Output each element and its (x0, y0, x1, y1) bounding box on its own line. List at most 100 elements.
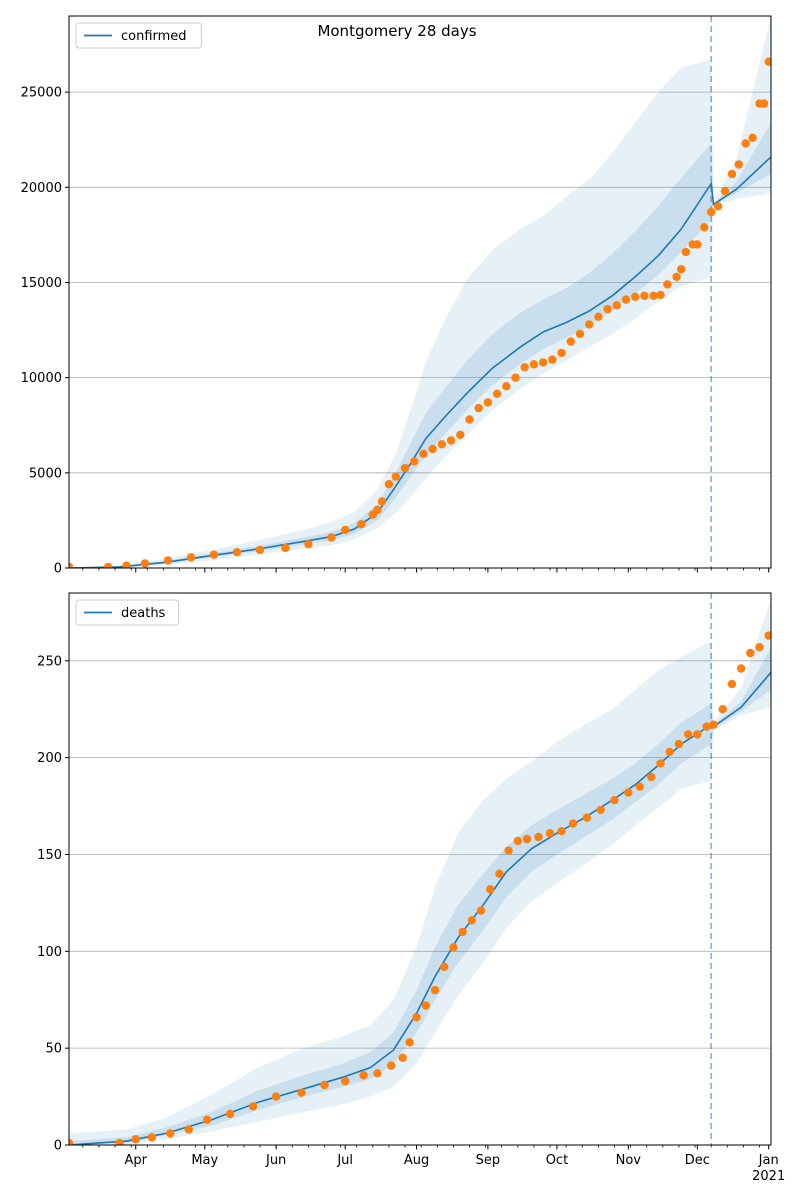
y-tick-label: 200 (37, 751, 62, 766)
observed-point (693, 730, 702, 739)
observed-point (647, 772, 656, 782)
observed-point (548, 355, 557, 364)
observed-point (610, 796, 619, 805)
observed-point (529, 360, 539, 369)
observed-point (419, 449, 428, 458)
observed-point (557, 827, 566, 836)
y-tick-label: 0 (54, 1139, 62, 1154)
observed-point (449, 943, 458, 952)
observed-point (456, 430, 465, 439)
observed-point (764, 57, 771, 66)
observed-point (483, 398, 493, 407)
observed-point (594, 312, 603, 321)
x-tick-label: Sep (476, 1153, 501, 1168)
observed-point (341, 1076, 350, 1086)
legend-box (75, 22, 202, 49)
observed-point (640, 291, 649, 300)
observed-point (677, 265, 686, 274)
observed-point (297, 1088, 306, 1097)
observed-point (341, 525, 350, 535)
confirmed-panel: 0 5000 10000 15000 20000 25000 confirmed (21, 15, 772, 577)
observed-point (545, 829, 555, 838)
observed-point (557, 348, 566, 358)
observed-point (255, 545, 265, 555)
observed-point (720, 186, 730, 196)
observed-point (734, 160, 743, 169)
observed-point (440, 962, 449, 971)
observed-point (458, 927, 467, 937)
observed-point (631, 292, 640, 301)
legend-label: deaths (121, 606, 166, 621)
plot-area (69, 593, 771, 1145)
observed-point (672, 272, 681, 281)
observed-point (147, 1133, 157, 1142)
y-tick-label: 15000 (21, 276, 62, 291)
observed-point (430, 985, 440, 995)
observed-point (502, 382, 511, 391)
observed-point (398, 1053, 407, 1063)
observed-point (727, 679, 737, 689)
observed-point (566, 337, 575, 346)
inner-uncertainty-band (69, 122, 771, 568)
legend-box (75, 599, 180, 626)
observed-point (202, 1115, 212, 1125)
x-tick-label: Oct (546, 1153, 568, 1168)
legend: confirmed (75, 22, 202, 49)
observed-point (232, 548, 242, 557)
y-tick-label: 150 (37, 848, 62, 863)
observed-point (465, 415, 474, 424)
observed-point (718, 705, 727, 714)
observed-point (568, 819, 578, 828)
observed-point (166, 1129, 175, 1138)
observed-point (709, 720, 718, 729)
y-tick-label: 10000 (21, 371, 62, 386)
x-tick-label: Nov (616, 1153, 642, 1168)
observed-point (412, 1013, 421, 1022)
observed-point (405, 1038, 414, 1047)
observed-point (359, 1071, 368, 1080)
observed-point (635, 782, 644, 791)
observed-point (387, 1061, 396, 1070)
observed-point (476, 906, 486, 915)
observed-point (713, 202, 723, 211)
observed-point (746, 648, 755, 658)
observed-point (486, 885, 495, 894)
observed-point (649, 291, 658, 300)
observed-point (474, 403, 483, 413)
observed-point (534, 832, 543, 842)
observed-point (511, 373, 520, 382)
observed-point (702, 722, 711, 731)
observed-point (741, 139, 750, 148)
observed-point (69, 562, 74, 568)
observed-point (764, 631, 771, 640)
observed-point (122, 561, 131, 568)
plot-area (69, 16, 771, 568)
y-tick-label: 20000 (21, 181, 62, 196)
x-tick-label: May (191, 1153, 218, 1168)
observed-point (384, 480, 394, 489)
axes-frame (68, 15, 772, 569)
observed-point (327, 533, 336, 542)
observed-point (446, 436, 456, 445)
x-tick-label: Dec (685, 1153, 710, 1168)
observed-point (759, 99, 769, 108)
figure-title: Montgomery 28 days (317, 22, 476, 40)
observed-point (400, 463, 410, 473)
y-tick-label: 0 (54, 562, 62, 577)
legend-label: confirmed (121, 29, 187, 44)
observed-point (538, 358, 548, 367)
y-tick-label: 5000 (29, 466, 62, 481)
observed-point (69, 1138, 74, 1145)
observed-point (522, 834, 532, 844)
observed-point (575, 329, 585, 339)
observed-point (665, 747, 674, 756)
observed-point (391, 472, 400, 481)
observed-point (225, 1109, 235, 1119)
x-tick-label: Aug (404, 1153, 429, 1168)
observed-point (428, 444, 437, 454)
observed-point (700, 223, 709, 232)
outer-uncertainty-band (69, 16, 771, 568)
observed-point (131, 1135, 140, 1144)
observed-point (209, 550, 219, 559)
